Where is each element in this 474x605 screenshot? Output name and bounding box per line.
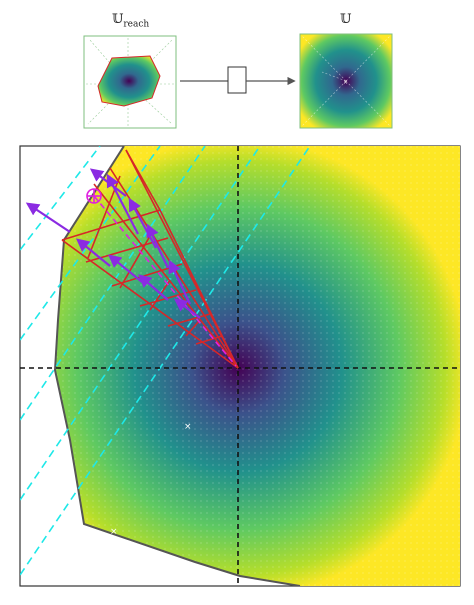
u-rays — [301, 35, 391, 127]
u-panel: × — [299, 33, 393, 129]
u-label: 𝕌 — [340, 12, 352, 27]
magenta-direction-line — [93, 195, 237, 367]
sample-grid-overlay — [55, 146, 460, 586]
u-reach-region — [97, 55, 161, 107]
region-boundary — [53, 146, 301, 586]
u-reach-symbol: 𝕌 — [112, 12, 124, 27]
phi-box — [227, 66, 247, 94]
x-marker-icon: × — [184, 422, 192, 432]
x-marker-icon: × — [110, 527, 118, 537]
x-marker-icon: × — [343, 79, 348, 86]
gradient-arrows — [25, 168, 201, 319]
u-reach-panel — [83, 35, 177, 129]
u-reach-subscript: reach — [123, 19, 150, 30]
main-panel: × × — [19, 145, 461, 587]
oplus-marker-icon — [86, 188, 102, 204]
phi-mapping-arrow — [180, 66, 296, 94]
u-reach-label: 𝕌reach — [112, 12, 149, 30]
